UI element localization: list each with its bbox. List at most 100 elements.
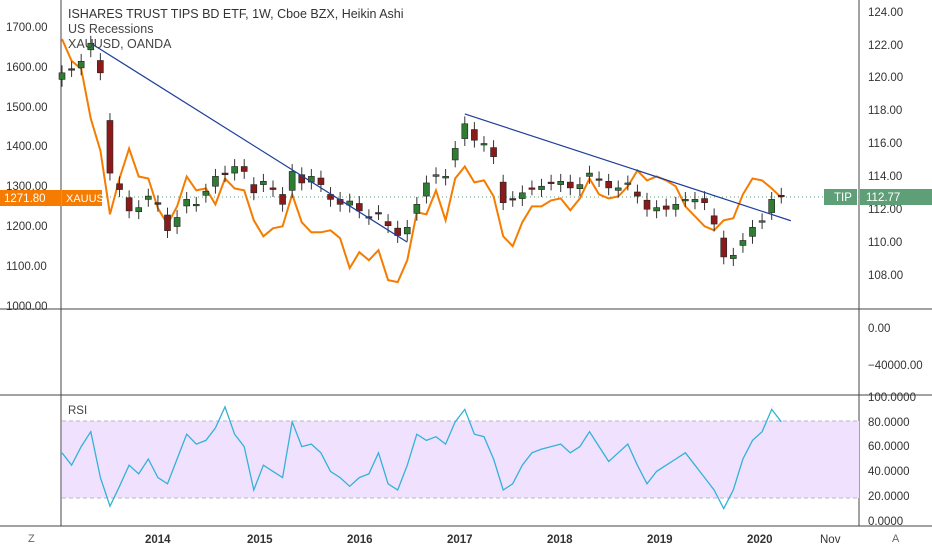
auto-scale-button[interactable]: A [892, 533, 900, 545]
candle-body [720, 237, 728, 258]
candle-body [528, 187, 536, 190]
candle-body [701, 198, 708, 203]
trendlines[interactable] [90, 42, 792, 243]
gold-symbol-bg [62, 190, 102, 206]
candle-body [758, 220, 766, 223]
recession-tick: −40000.00 [868, 360, 923, 372]
price-tick: 120.00 [868, 72, 903, 84]
gold-tick: 1400.00 [6, 141, 48, 153]
time-tick: 2015 [247, 534, 273, 546]
candle-body [202, 190, 210, 196]
candle-body [68, 68, 75, 71]
trendline [464, 113, 792, 222]
recession-tick: 0.00 [868, 323, 890, 335]
candle-body [662, 205, 670, 210]
candle-body [739, 240, 747, 246]
gold-tick: 1200.00 [6, 221, 48, 233]
gold-tick: 1000.00 [6, 301, 48, 313]
tip-price-badge[interactable]: TIP 112.77 [824, 189, 932, 205]
right-price-scale[interactable]: 124.00 122.00 120.00 118.00 116.00 114.0… [868, 7, 903, 282]
tip-candles [58, 35, 785, 266]
candle-body [614, 187, 622, 191]
recessions-legend[interactable]: US Recessions [68, 22, 153, 36]
price-tick: 110.00 [868, 237, 902, 249]
tip-symbol-bg [824, 189, 857, 205]
candle-body [499, 181, 507, 203]
candle-body [375, 212, 382, 215]
tip-value: 112.77 [866, 192, 900, 204]
zoom-button[interactable]: Z [28, 533, 35, 545]
candle-body [576, 184, 584, 190]
chart-title: ISHARES TRUST TIPS BD ETF, 1W, Cboe BZX,… [68, 7, 404, 21]
candle-body [423, 182, 430, 197]
candle-body [58, 72, 66, 80]
candle-body [538, 185, 545, 190]
time-axis[interactable]: 2014 2015 2016 2017 2018 2019 2020 Nov [145, 534, 841, 546]
time-tick: 2018 [547, 534, 573, 546]
rsi-series [61, 405, 782, 511]
candle-body [173, 217, 181, 227]
recession-scale[interactable]: 0.00 −40000.00 [868, 323, 923, 372]
gold-price-badge[interactable]: 1271.80 XAUUS [0, 190, 104, 206]
price-tick: 114.00 [868, 171, 902, 183]
candle-body [145, 195, 152, 200]
rsi-tick: 100.0000 [868, 392, 916, 404]
candle-body [164, 214, 171, 231]
candle-body [557, 181, 564, 185]
candle-body [356, 203, 363, 212]
candle-body [413, 204, 421, 214]
time-tick: 2019 [647, 534, 673, 546]
candle-body [730, 254, 737, 259]
candle-body [154, 202, 162, 205]
gold-tick: 1100.00 [6, 261, 47, 273]
candle-body [269, 187, 277, 190]
candle-body [605, 181, 612, 189]
rsi-scale[interactable]: 100.0000 80.0000 60.0000 40.0000 20.0000… [868, 392, 916, 528]
candle-body [403, 227, 411, 235]
candle-body [768, 199, 775, 213]
tip-value-bg [860, 189, 932, 205]
gold-tick: 1700.00 [6, 22, 48, 34]
candle-body [231, 166, 238, 174]
candle-body [586, 172, 593, 177]
gold-value-bg [0, 190, 61, 206]
candle-body [97, 60, 104, 74]
candle-body [77, 61, 85, 69]
candle-body [240, 166, 248, 172]
rsi-legend[interactable]: RSI [68, 405, 87, 417]
candle-body [777, 194, 785, 198]
candle-body [317, 177, 325, 185]
candle-body [212, 176, 219, 187]
price-tick: 116.00 [868, 138, 902, 150]
price-tick: 112.00 [868, 204, 902, 216]
rsi-tick: 40.0000 [868, 466, 910, 478]
candle-body [384, 221, 392, 226]
candle-body [710, 215, 718, 225]
candle-body [672, 204, 680, 210]
candle-body [471, 129, 478, 141]
candle-body [260, 181, 267, 185]
trendline [90, 42, 408, 243]
candle-body [442, 176, 449, 179]
candle-body [106, 120, 114, 174]
candle-body [634, 191, 641, 197]
time-tick: 2014 [145, 534, 171, 546]
time-tick: 2017 [447, 534, 473, 546]
candle-body [490, 147, 497, 157]
candle-body [192, 204, 200, 207]
candle-body [691, 199, 699, 203]
rsi-tick: 20.0000 [868, 491, 910, 503]
rsi-tick: 80.0000 [868, 417, 910, 429]
candle-body [116, 183, 123, 190]
candle-body [135, 207, 143, 213]
candle-body [643, 199, 651, 210]
tip-symbol: TIP [834, 192, 852, 204]
gold-legend[interactable]: XAUUSD, OANDA [68, 37, 172, 51]
candle-body [509, 198, 517, 201]
price-tick: 124.00 [868, 7, 903, 19]
rsi-tick: 0.0000 [868, 516, 903, 528]
time-tick: 2016 [347, 534, 373, 546]
candle-body [624, 182, 632, 185]
candle-body [749, 227, 756, 237]
